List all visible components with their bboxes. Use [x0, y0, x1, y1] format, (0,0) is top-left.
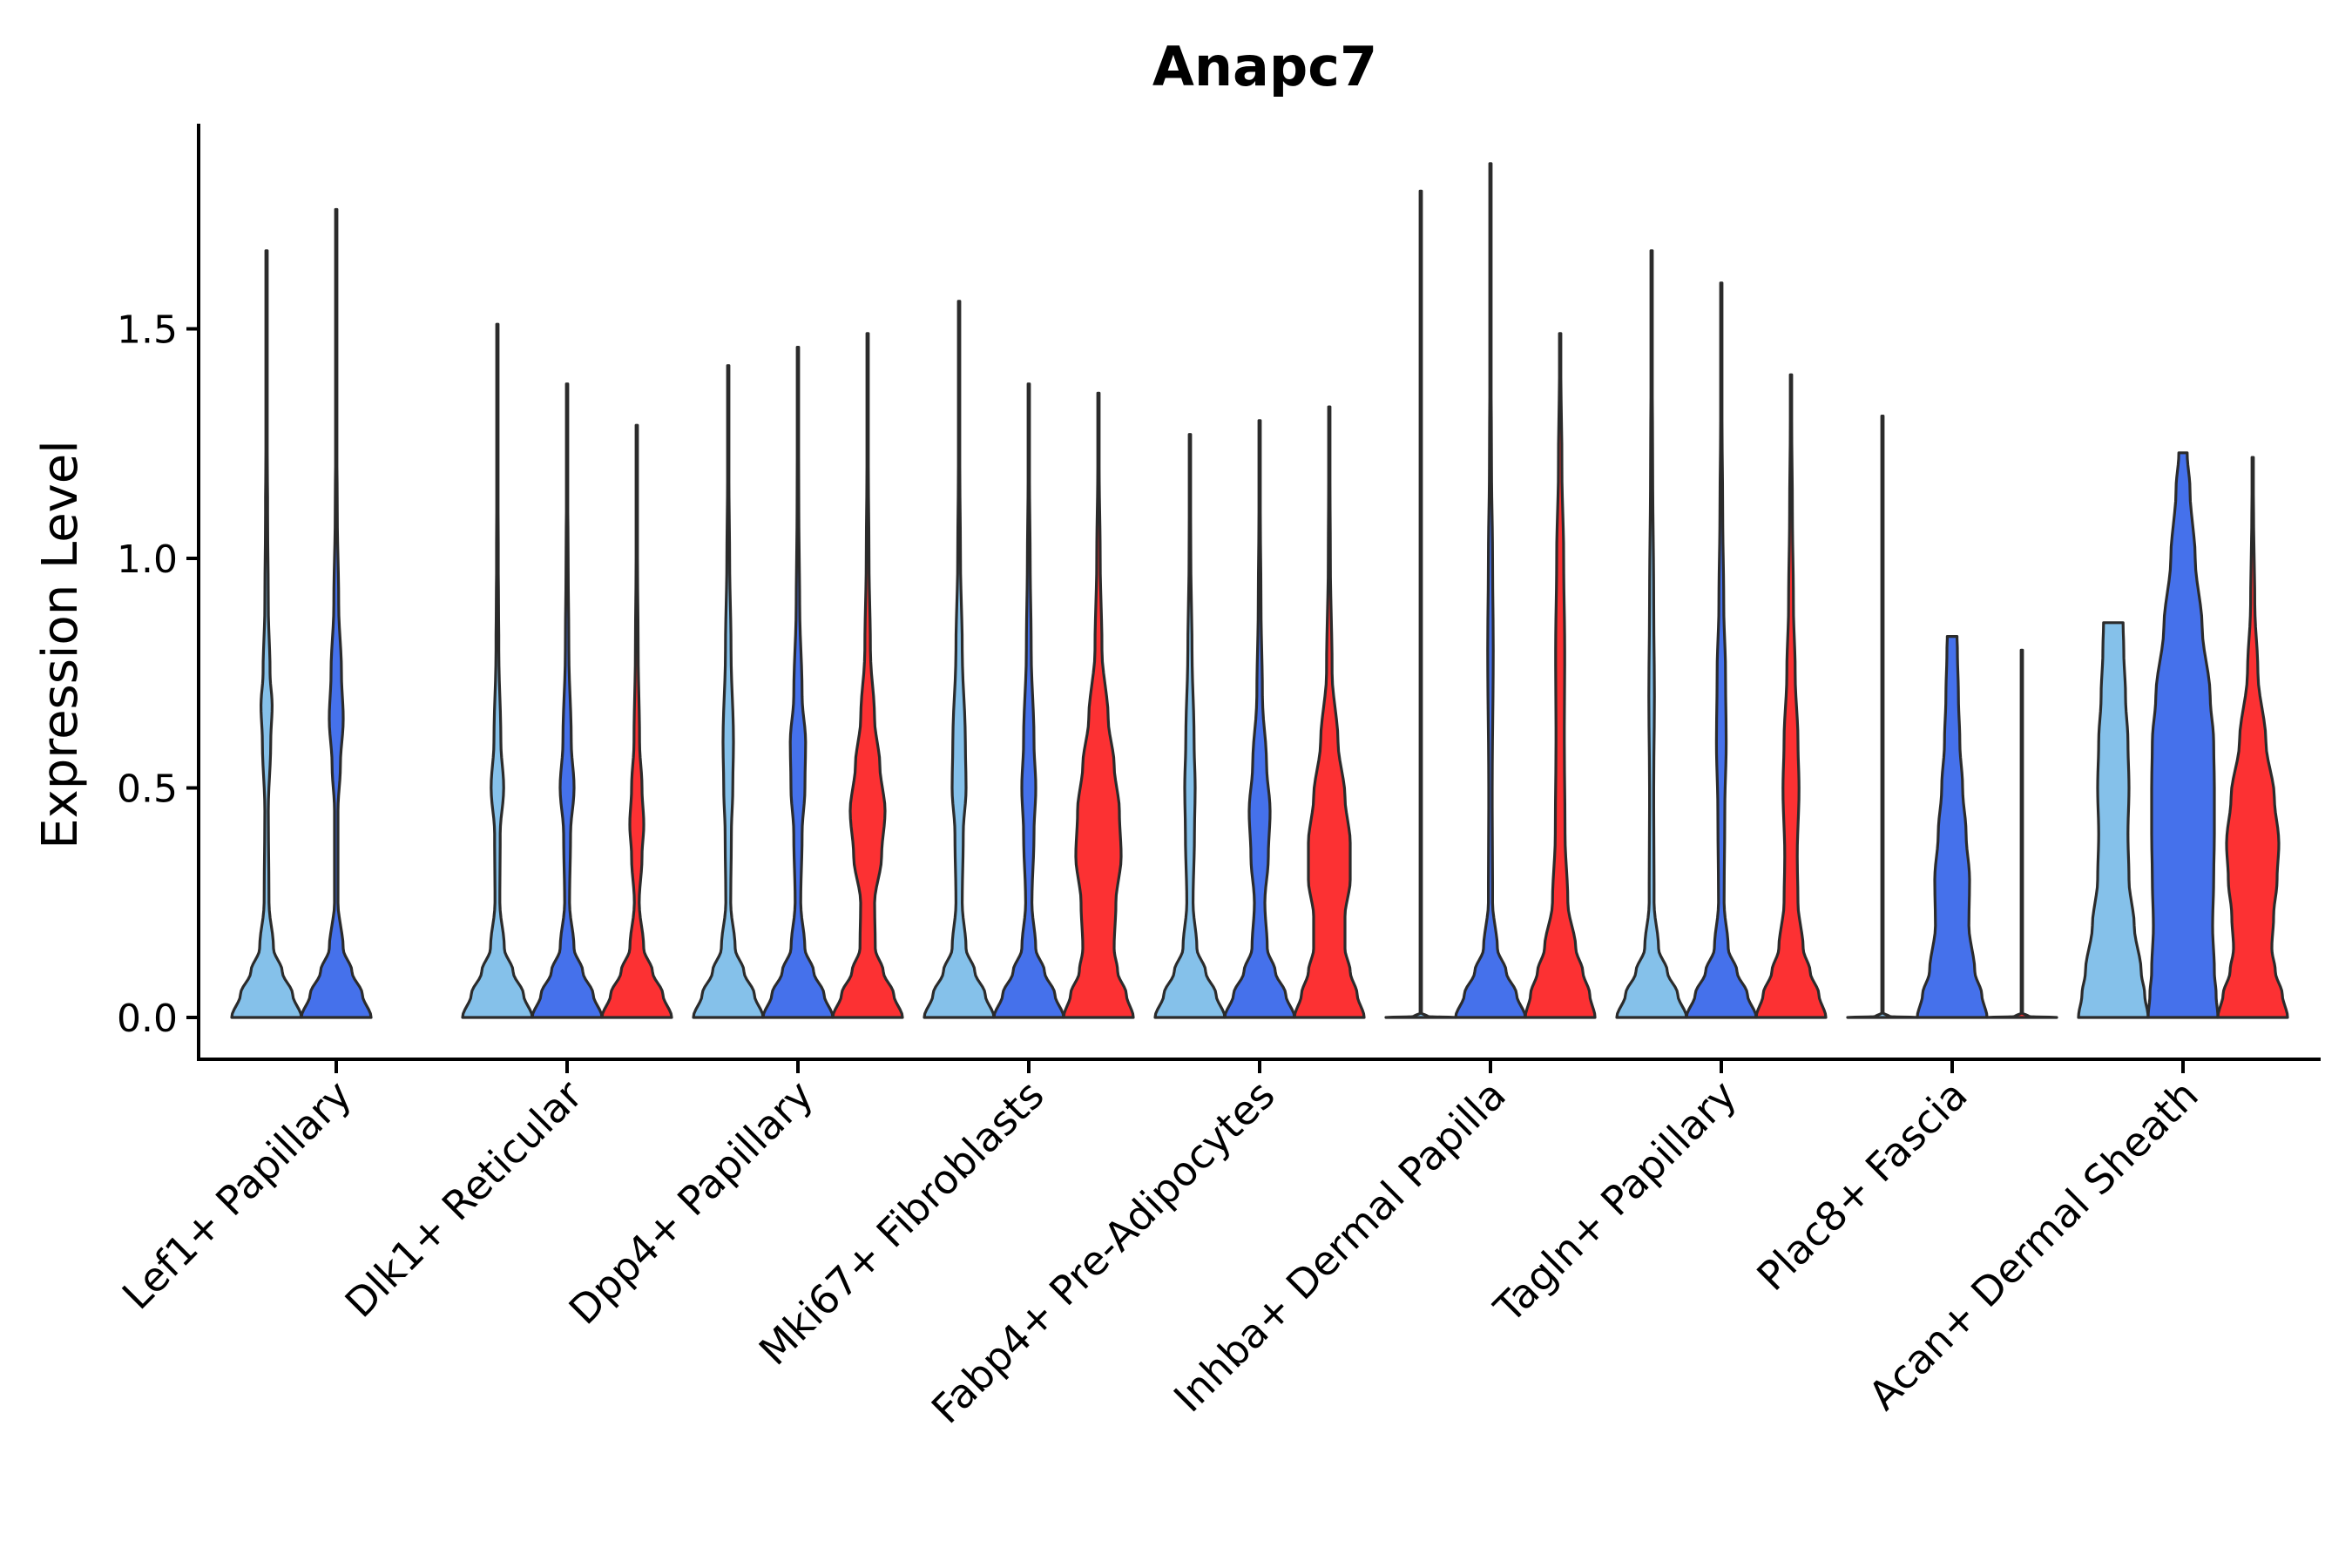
violin-mki67-fibroblasts-group-3: [1062, 391, 1135, 1019]
violin-plac8-fascia-group-1: [1846, 415, 1919, 1019]
y-tick-label: 1.0: [117, 537, 178, 582]
violin-plac8-fascia-group-3: [1985, 648, 2058, 1019]
violin-mki67-fibroblasts-group-2: [992, 382, 1065, 1019]
chart-title: Anapc7: [1152, 35, 1377, 98]
violin-dpp4-papillary-group-2: [761, 346, 835, 1019]
violin-mki67-fibroblasts-group-1: [923, 300, 996, 1019]
violin-acan-dermal-sheath-group-1: [2077, 621, 2150, 1019]
violin-dlk1-reticular-group-2: [531, 382, 604, 1019]
violin-inhba-dermal-papilla-group-1: [1384, 189, 1457, 1019]
violin-acan-dermal-sheath-group-3: [2216, 456, 2289, 1019]
y-tick-label: 1.5: [117, 308, 178, 353]
violin-dlk1-reticular-group-3: [600, 423, 673, 1019]
violin-group: [230, 162, 2289, 1019]
violin-tagln-papillary-group-3: [1754, 373, 1828, 1019]
violin-plac8-fascia-group-2: [1916, 635, 1989, 1019]
violin-fabp4-pre-adipocytes-group-3: [1293, 405, 1366, 1019]
violin-tagln-papillary-group-1: [1615, 249, 1688, 1019]
violin-fabp4-pre-adipocytes-group-1: [1153, 433, 1227, 1019]
violin-lef1-papillary-group-1: [230, 249, 303, 1019]
violin-dpp4-papillary-group-3: [831, 332, 904, 1019]
y-tick-label: 0.0: [117, 997, 178, 1041]
y-axis-label: Expression Level: [32, 440, 89, 849]
y-tick-label: 0.5: [117, 767, 178, 812]
violin-dlk1-reticular-group-1: [461, 322, 534, 1019]
violin-acan-dermal-sheath-group-2: [2146, 451, 2220, 1019]
violin-inhba-dermal-papilla-group-3: [1524, 332, 1597, 1019]
violin-fabp4-pre-adipocytes-group-2: [1223, 419, 1296, 1019]
violin-lef1-papillary-group-2: [300, 207, 373, 1019]
y-axis-ticks: 0.0 0.5 1.0 1.5: [117, 308, 199, 1041]
violin-dpp4-papillary-group-1: [692, 364, 765, 1019]
violin-tagln-papillary-group-2: [1685, 281, 1758, 1019]
violin-inhba-dermal-papilla-group-2: [1454, 162, 1527, 1019]
